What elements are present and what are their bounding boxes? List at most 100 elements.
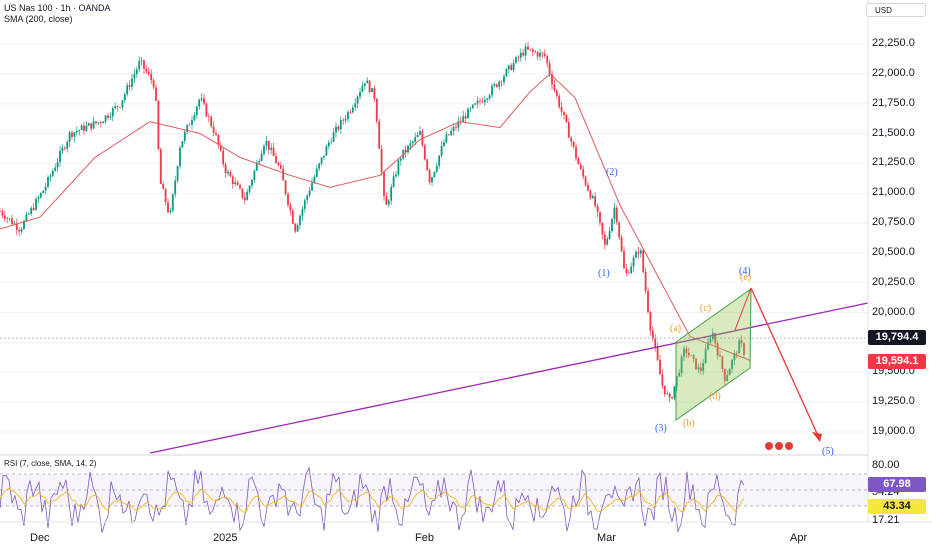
- candle-body: [92, 121, 95, 129]
- wave-label[interactable]: (d): [709, 391, 721, 402]
- candle-body: [30, 208, 33, 214]
- candle-body: [47, 177, 49, 187]
- candle-body: [462, 116, 465, 122]
- candle-body: [565, 115, 568, 123]
- candle-body: [6, 218, 9, 219]
- wave-label[interactable]: (b): [683, 418, 695, 429]
- event-flags-icon[interactable]: [765, 442, 793, 450]
- candle-body: [222, 150, 225, 165]
- wave-label[interactable]: (5): [822, 446, 834, 457]
- candle-body: [42, 190, 45, 194]
- candle-body: [743, 343, 745, 355]
- candle-body: [541, 52, 544, 54]
- candle-body: [234, 182, 237, 184]
- candle-body: [611, 218, 613, 232]
- candle-body: [35, 199, 37, 210]
- wave-label[interactable]: (c): [700, 303, 712, 314]
- candle-body: [351, 107, 354, 113]
- currency-selector[interactable]: USD: [866, 3, 926, 17]
- triangle-channel[interactable]: [675, 288, 752, 421]
- candle-body: [452, 126, 455, 131]
- candle-body: [481, 101, 484, 103]
- candle-body: [687, 352, 690, 356]
- candle-body: [714, 333, 717, 344]
- candle-body: [131, 78, 133, 87]
- rsi-legend[interactable]: RSI (7, close, SMA, 14, 2): [4, 459, 97, 468]
- candle-body: [414, 137, 417, 142]
- candle-body: [515, 57, 517, 63]
- candle-body: [231, 176, 234, 184]
- purple-trendline[interactable]: [149, 302, 869, 454]
- candle-body: [486, 98, 489, 100]
- y-tick-label: 20,750.0: [872, 216, 915, 229]
- sma-legend[interactable]: SMA (200, close): [4, 14, 73, 24]
- wave-projection-arrow[interactable]: [750, 287, 821, 441]
- candle-body: [289, 204, 292, 211]
- candle-body: [150, 73, 153, 81]
- candle-body: [469, 108, 472, 109]
- candle-body: [315, 168, 318, 177]
- candle-body: [8, 218, 11, 219]
- candle-body: [102, 121, 105, 124]
- wave-label[interactable]: (1): [598, 268, 610, 279]
- candle-body: [419, 131, 421, 135]
- candle-body: [642, 250, 645, 273]
- candle-body: [0, 211, 1, 212]
- wave-label[interactable]: (e): [740, 272, 752, 283]
- candle-body: [555, 90, 558, 97]
- candle-body: [726, 375, 729, 381]
- candle-body: [407, 145, 409, 153]
- candle-body: [500, 81, 503, 83]
- x-tick-label: 2025: [213, 532, 238, 544]
- candle-body: [282, 168, 285, 181]
- candle-body: [126, 85, 129, 95]
- candle-body: [169, 210, 172, 213]
- x-tick-label: Feb: [415, 532, 434, 544]
- candle-body: [507, 65, 510, 70]
- candle-body: [368, 80, 371, 93]
- candle-body: [567, 122, 570, 138]
- candle-body: [111, 108, 114, 117]
- wave-label[interactable]: (2): [606, 167, 618, 178]
- candle-body: [663, 385, 666, 395]
- candle-body: [104, 115, 107, 122]
- wave-label[interactable]: (3): [655, 423, 667, 434]
- candle-body: [181, 141, 184, 148]
- candle-body: [587, 184, 589, 191]
- candle-body: [284, 180, 287, 194]
- y-tick-label: 19,250.0: [872, 395, 915, 408]
- wave-label[interactable]: (4): [739, 266, 751, 277]
- x-tick-label: Dec: [30, 532, 50, 544]
- candle-body: [560, 107, 563, 112]
- candle-body: [697, 367, 700, 370]
- candle-body: [306, 195, 309, 201]
- candle-body: [167, 202, 169, 213]
- candle-body: [606, 239, 609, 245]
- candle-body: [644, 272, 647, 292]
- candle-body: [37, 197, 40, 200]
- candle-body: [3, 215, 6, 219]
- candle-body: [455, 126, 457, 128]
- candle-body: [63, 147, 66, 149]
- candle-body: [23, 220, 25, 229]
- candle-body: [383, 172, 385, 197]
- candle-body: [138, 61, 141, 70]
- candle-body: [159, 149, 162, 184]
- candle-body: [361, 85, 364, 92]
- candle-body: [75, 131, 78, 133]
- candle-body: [529, 49, 532, 50]
- candle-body: [308, 190, 311, 196]
- candle-body: [445, 134, 448, 143]
- wave-label[interactable]: (a): [670, 323, 682, 334]
- candle-body: [25, 214, 28, 221]
- chart-title[interactable]: US Nas 100 · 1h · OANDA: [4, 3, 111, 13]
- candle-body: [572, 141, 575, 147]
- candle-body: [335, 126, 337, 133]
- candle-body: [553, 84, 556, 91]
- candle-body: [582, 169, 585, 177]
- candle-body: [32, 208, 35, 210]
- candlestick-series: [0, 41, 745, 403]
- candle-body: [395, 174, 397, 177]
- candle-body: [44, 186, 47, 191]
